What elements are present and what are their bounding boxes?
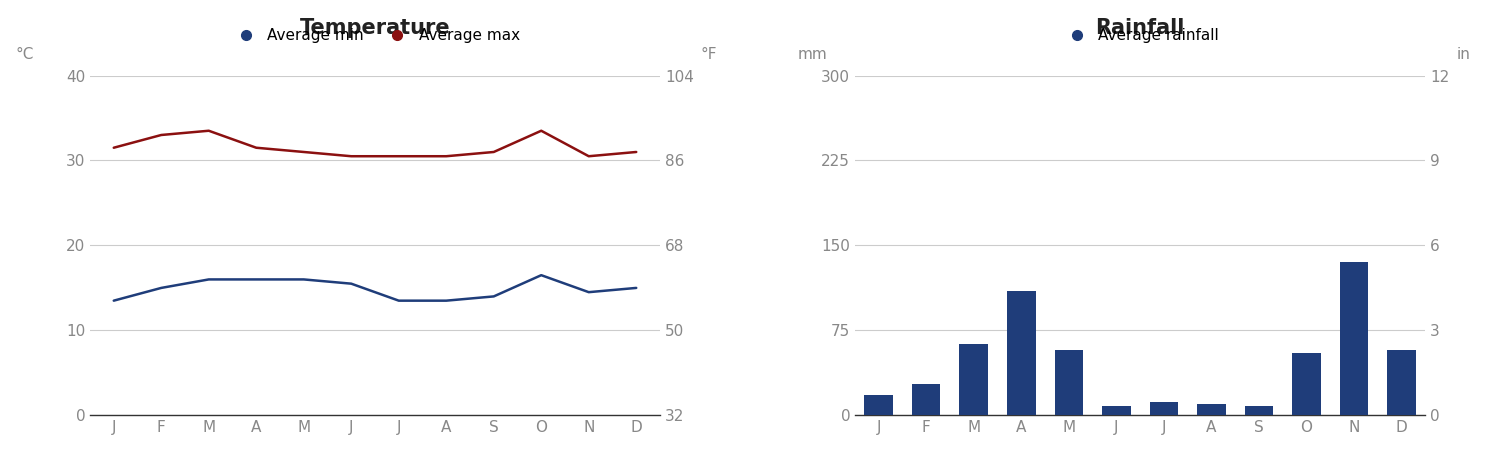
- Title: Rainfall: Rainfall: [1095, 18, 1185, 38]
- Text: °C: °C: [16, 47, 34, 62]
- Text: in: in: [1456, 47, 1470, 62]
- Bar: [1292, 353, 1320, 415]
- Bar: [1054, 350, 1083, 415]
- Bar: [1245, 406, 1274, 415]
- Bar: [864, 395, 892, 415]
- Bar: [912, 384, 940, 415]
- Legend: Average min, Average max: Average min, Average max: [224, 22, 526, 49]
- Legend: Average rainfall: Average rainfall: [1054, 22, 1226, 49]
- Bar: [1340, 262, 1368, 415]
- Text: mm: mm: [798, 47, 828, 62]
- Bar: [1388, 350, 1416, 415]
- Bar: [1149, 402, 1178, 415]
- Bar: [1007, 291, 1035, 415]
- Text: °F: °F: [700, 47, 717, 62]
- Title: Temperature: Temperature: [300, 18, 450, 38]
- Bar: [1197, 404, 1225, 415]
- Bar: [960, 344, 988, 415]
- Bar: [1102, 406, 1131, 415]
